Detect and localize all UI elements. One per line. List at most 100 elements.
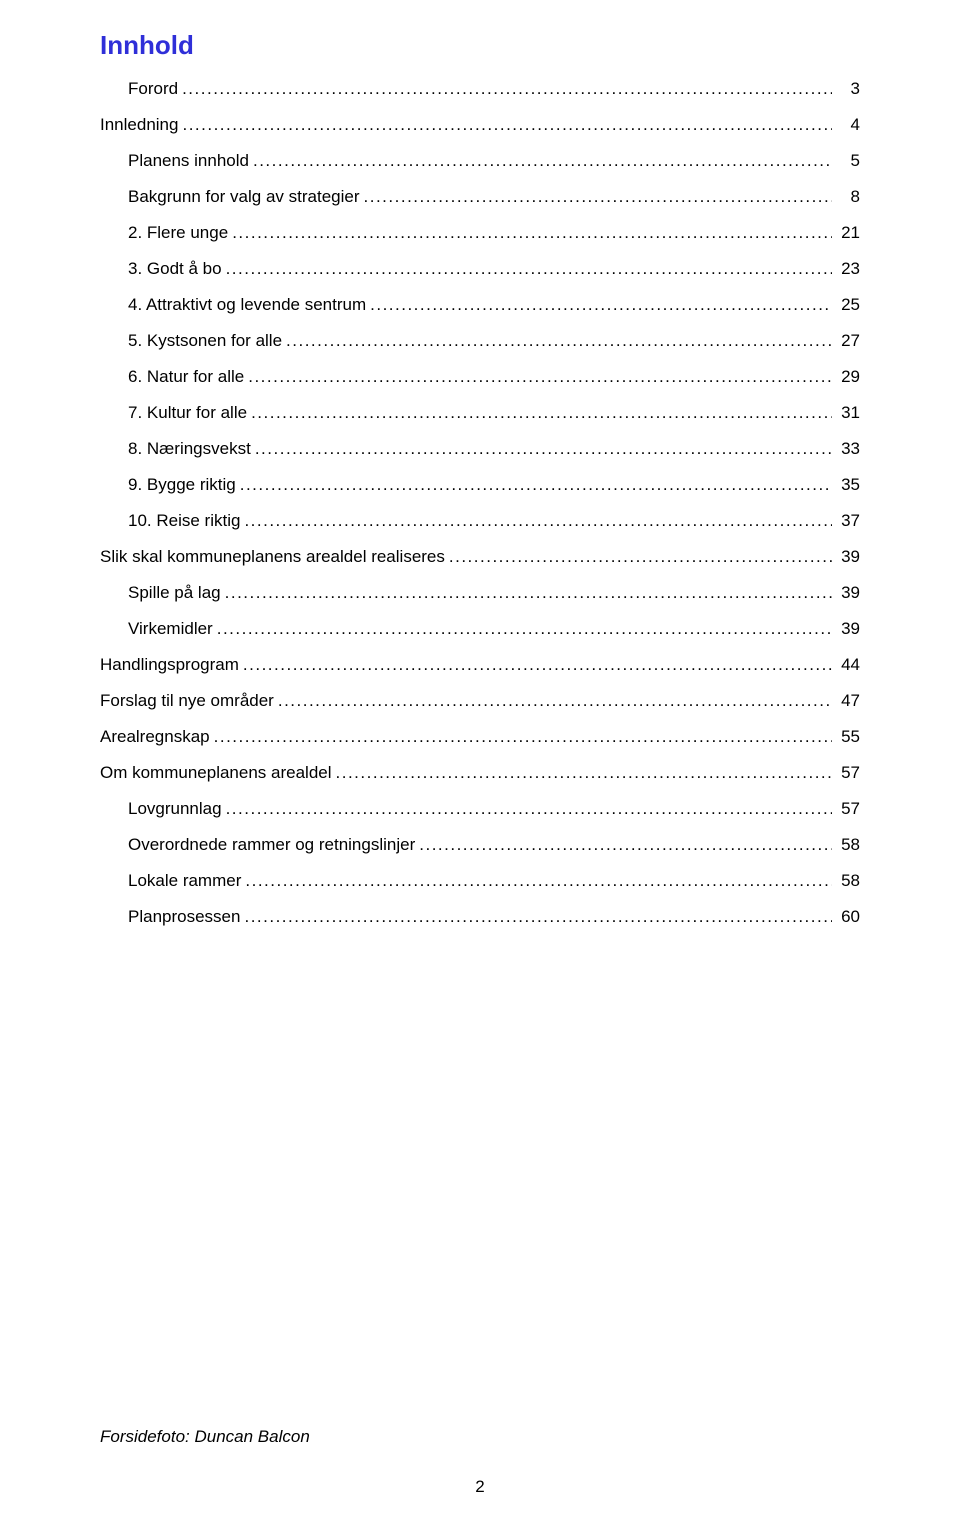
toc-entry-label: 8. Næringsvekst [128,439,251,459]
toc-entry-page: 39 [836,547,860,567]
toc-entry: Spille på lag 39 [100,583,860,603]
toc-entry-page: 23 [836,259,860,279]
toc-entry-label: 9. Bygge riktig [128,475,236,495]
toc-entry: Planprosessen 60 [100,907,860,927]
page-number: 2 [0,1477,960,1497]
toc-entry: Handlingsprogram 44 [100,655,860,675]
toc-entry: 6. Natur for alle 29 [100,367,860,387]
toc-leader-dots [244,511,832,531]
toc-entry-page: 5 [836,151,860,171]
toc-entry-label: Virkemidler [128,619,213,639]
toc-entry-page: 58 [836,871,860,891]
toc-entry-label: 2. Flere unge [128,223,228,243]
toc-entry: Slik skal kommuneplanens arealdel realis… [100,547,860,567]
toc-leader-dots [225,583,832,603]
toc-entry-page: 3 [836,79,860,99]
toc-leader-dots [182,79,832,99]
toc-entry: 3. Godt å bo 23 [100,259,860,279]
toc-entry-page: 57 [836,763,860,783]
toc-entry-label: Planens innhold [128,151,249,171]
toc-entry-page: 27 [836,331,860,351]
toc-entry-label: 7. Kultur for alle [128,403,247,423]
toc-entry: 5. Kystsonen for alle 27 [100,331,860,351]
toc-leader-dots [364,187,832,207]
toc-entry: 2. Flere unge 21 [100,223,860,243]
toc-leader-dots [243,655,832,675]
toc-entry-page: 39 [836,583,860,603]
toc-entry: Planens innhold 5 [100,151,860,171]
toc-entry-page: 47 [836,691,860,711]
toc-entry-page: 25 [836,295,860,315]
toc-leader-dots [278,691,832,711]
toc-entry-label: Planprosessen [128,907,240,927]
toc-entry: 8. Næringsvekst 33 [100,439,860,459]
toc-entry-page: 35 [836,475,860,495]
toc-entry: Arealregnskap 55 [100,727,860,747]
toc-entry-label: Lovgrunnlag [128,799,222,819]
toc-entry-label: 3. Godt å bo [128,259,222,279]
toc-entry-page: 57 [836,799,860,819]
toc-entry-page: 8 [836,187,860,207]
toc-leader-dots [232,223,832,243]
toc-entry-label: Innledning [100,115,178,135]
toc-leader-dots [245,871,832,891]
toc-entry-label: 10. Reise riktig [128,511,240,531]
toc-leader-dots [240,475,832,495]
toc-entry-label: Forord [128,79,178,99]
toc-leader-dots [286,331,832,351]
photo-caption: Forsidefoto: Duncan Balcon [100,1427,310,1447]
page-title: Innhold [100,30,860,61]
toc-entry: Om kommuneplanens arealdel 57 [100,763,860,783]
toc-entry: 7. Kultur for alle 31 [100,403,860,423]
toc-leader-dots [419,835,832,855]
toc-entry-label: 5. Kystsonen for alle [128,331,282,351]
toc-entry: Overordnede rammer og retningslinjer 58 [100,835,860,855]
toc-entry-page: 21 [836,223,860,243]
toc-leader-dots [226,259,832,279]
toc-entry: Forord 3 [100,79,860,99]
toc-leader-dots [255,439,832,459]
toc-entry-page: 37 [836,511,860,531]
toc-entry: 9. Bygge riktig 35 [100,475,860,495]
toc-entry-label: Slik skal kommuneplanens arealdel realis… [100,547,445,567]
toc-leader-dots [336,763,832,783]
toc-leader-dots [214,727,832,747]
toc-leader-dots [182,115,832,135]
toc-entry: Lovgrunnlag 57 [100,799,860,819]
toc-entry-label: 6. Natur for alle [128,367,244,387]
toc-leader-dots [226,799,832,819]
toc-entry-page: 29 [836,367,860,387]
toc-entry: Virkemidler 39 [100,619,860,639]
toc-leader-dots [248,367,832,387]
toc-entry-page: 33 [836,439,860,459]
toc-entry: Innledning 4 [100,115,860,135]
toc-entry-page: 55 [836,727,860,747]
toc-leader-dots [244,907,832,927]
toc-entry: 10. Reise riktig 37 [100,511,860,531]
toc-entry-label: Om kommuneplanens arealdel [100,763,332,783]
toc-leader-dots [251,403,832,423]
toc-entry-label: Spille på lag [128,583,221,603]
toc-leader-dots [217,619,832,639]
toc-entry-page: 31 [836,403,860,423]
toc-entry-label: Lokale rammer [128,871,241,891]
toc-leader-dots [449,547,832,567]
toc-entry-page: 60 [836,907,860,927]
toc-leader-dots [370,295,832,315]
toc-entry-label: Overordnede rammer og retningslinjer [128,835,415,855]
toc-entry: Lokale rammer 58 [100,871,860,891]
toc-entry-page: 58 [836,835,860,855]
toc-entry: 4. Attraktivt og levende sentrum 25 [100,295,860,315]
toc-entry-page: 39 [836,619,860,639]
toc-entry-label: 4. Attraktivt og levende sentrum [128,295,366,315]
toc-entry-page: 4 [836,115,860,135]
toc-entry-label: Handlingsprogram [100,655,239,675]
table-of-contents: Forord 3 Innledning 4 Planens innhold 5 Bakgru… [100,79,860,927]
toc-leader-dots [253,151,832,171]
toc-entry-page: 44 [836,655,860,675]
toc-entry-label: Forslag til nye områder [100,691,274,711]
document-page: Innhold Forord 3 Innledning 4 Planens innhol… [0,0,960,1527]
toc-entry: Bakgrunn for valg av strategier 8 [100,187,860,207]
toc-entry-label: Arealregnskap [100,727,210,747]
toc-entry-label: Bakgrunn for valg av strategier [128,187,360,207]
